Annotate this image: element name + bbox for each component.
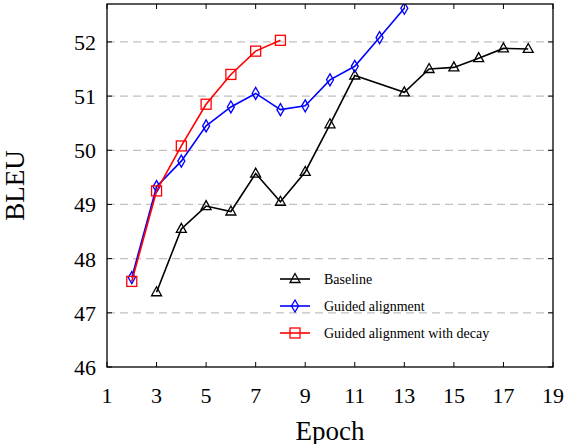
data-point	[176, 223, 186, 232]
y-tick	[107, 258, 112, 259]
chart: 13579111315171946474849505152EpochBLEUBa…	[0, 0, 564, 444]
data-point	[127, 276, 137, 286]
y-tick	[107, 312, 112, 313]
legend-marker	[290, 328, 300, 338]
y-tick-label: 47	[74, 301, 96, 326]
x-tick-label: 11	[344, 383, 365, 408]
series-line	[157, 48, 529, 292]
x-tick	[206, 362, 207, 367]
data-point	[325, 119, 335, 128]
x-tick	[404, 362, 405, 367]
legend-marker	[290, 274, 300, 283]
data-point	[275, 196, 285, 205]
data-point	[201, 99, 211, 109]
x-axis-label: Epoch	[296, 416, 365, 444]
plot-area	[127, 4, 533, 296]
x-tick	[206, 4, 207, 9]
series-line	[132, 8, 405, 277]
y-tick-label: 52	[74, 30, 96, 55]
y-tick	[548, 150, 553, 151]
x-tick	[305, 4, 306, 9]
data-point	[498, 43, 508, 52]
data-point	[277, 104, 284, 116]
legend-line	[280, 278, 310, 280]
y-tick-label: 46	[74, 355, 96, 380]
y-tick-label: 50	[74, 138, 96, 163]
data-point	[399, 87, 409, 96]
legend-line	[280, 305, 310, 307]
y-tick-label: 48	[74, 247, 96, 272]
legend-label: Guided alignment	[324, 299, 425, 314]
data-point	[226, 206, 236, 215]
legend-marker	[292, 300, 299, 312]
x-tick-label: 15	[443, 383, 465, 408]
x-tick	[255, 362, 256, 367]
y-tick-label: 49	[74, 192, 96, 217]
data-point	[252, 87, 259, 99]
y-tick	[107, 150, 112, 151]
plot-frame	[107, 4, 553, 367]
y-tick-label: 51	[74, 84, 96, 109]
y-tick	[107, 96, 112, 97]
y-tick	[107, 204, 112, 205]
grid-line	[107, 41, 553, 42]
legend: Baseline Guided alignment Guided alignment…	[280, 272, 489, 341]
data-point	[178, 155, 185, 167]
data-point	[376, 32, 383, 44]
x-tick-label: 5	[201, 383, 212, 408]
y-tick	[548, 96, 553, 97]
x-tick	[305, 362, 306, 367]
data-point	[201, 201, 211, 210]
grid-line	[107, 204, 553, 205]
data-point	[401, 4, 408, 14]
data-point	[474, 53, 484, 62]
data-point	[300, 166, 310, 175]
x-tick	[354, 362, 355, 367]
data-point	[424, 64, 434, 73]
x-tick	[255, 4, 256, 9]
data-point	[152, 287, 162, 296]
grid-line	[107, 150, 553, 151]
x-tick	[453, 362, 454, 367]
data-point	[152, 186, 162, 196]
legend-label: Baseline	[324, 272, 372, 287]
y-tick	[548, 258, 553, 259]
x-tick-label: 19	[542, 383, 564, 408]
y-tick	[548, 204, 553, 205]
data-point	[203, 120, 210, 132]
data-point	[227, 101, 234, 113]
x-tick	[354, 4, 355, 9]
x-tick-label: 17	[492, 383, 514, 408]
x-tick	[503, 362, 504, 367]
data-point	[327, 74, 334, 86]
data-point	[251, 168, 261, 177]
legend-label: Guided alignment with decay	[324, 326, 489, 341]
x-tick	[156, 362, 157, 367]
y-tick	[548, 41, 553, 42]
x-tick	[156, 4, 157, 9]
data-point	[523, 43, 533, 52]
y-axis-label: BLEU	[0, 150, 30, 221]
grid-line	[107, 258, 553, 259]
x-tick	[453, 4, 454, 9]
grid-line	[107, 95, 553, 96]
x-tick-label: 13	[393, 383, 415, 408]
x-tick-label: 3	[151, 383, 162, 408]
data-point	[351, 60, 358, 72]
data-point	[275, 35, 285, 45]
x-tick-label: 7	[250, 383, 261, 408]
data-point	[251, 46, 261, 56]
x-tick-label: 1	[102, 383, 113, 408]
data-point	[449, 62, 459, 71]
legend-line	[280, 332, 310, 334]
data-point	[302, 100, 309, 112]
y-tick	[107, 41, 112, 42]
x-tick	[503, 4, 504, 9]
x-tick-label: 9	[300, 383, 311, 408]
data-point	[226, 69, 236, 79]
data-point	[176, 141, 186, 151]
y-tick	[548, 312, 553, 313]
series-line	[132, 40, 281, 281]
